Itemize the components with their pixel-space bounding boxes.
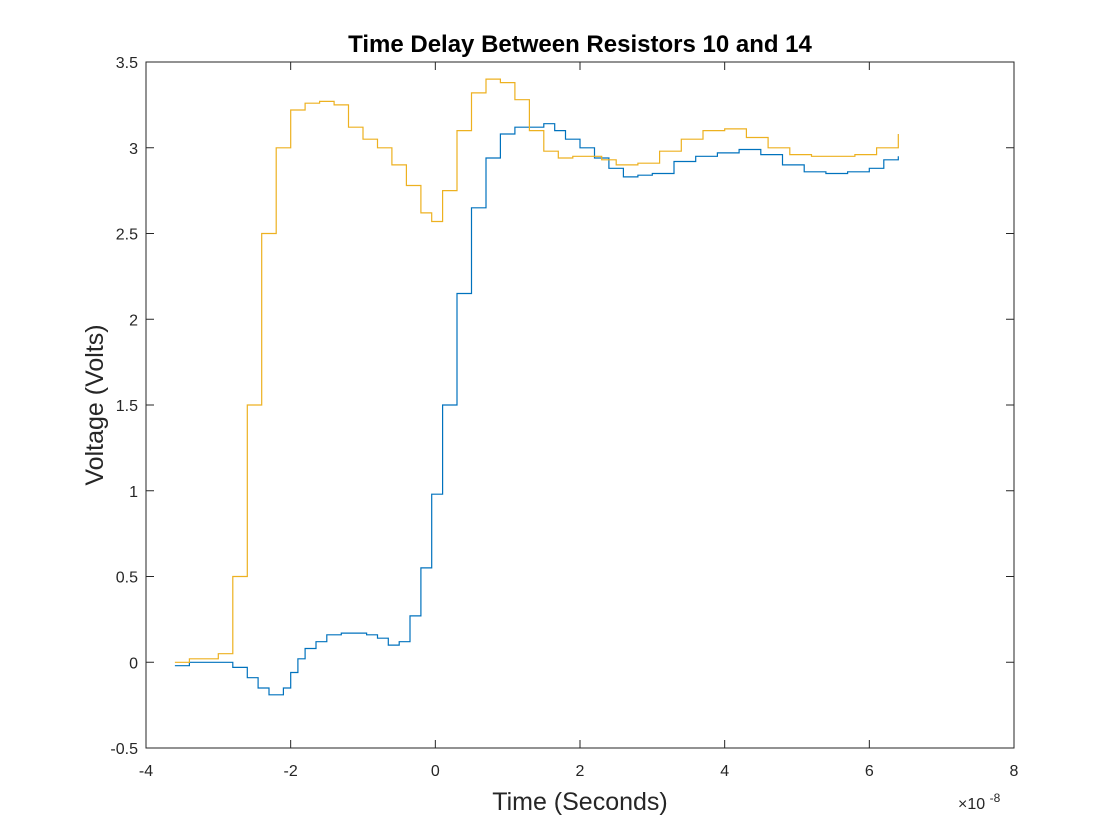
x-axis-multiplier-base: ×10 [958,796,985,813]
y-tick-label: 3 [129,141,138,158]
y-axis-label: Voltage (Volts) [81,324,109,485]
y-tick-label: 2.5 [116,227,138,244]
chart-title: Time Delay Between Resistors 10 and 14 [348,31,812,58]
x-tick-label: -2 [284,763,298,780]
y-tick-label: -0.5 [110,741,138,758]
plot-area: -4 -2 0 2 4 6 8 -0.5 0 0.5 1 1.5 2 2.5 3 3.5 [110,55,1018,780]
y-tick-label: 1 [129,484,138,501]
x-axis-label: Time (Seconds) [492,788,668,816]
y-tick-label: 3.5 [116,55,138,72]
x-axis-multiplier: ×10 -8 [958,791,1001,813]
x-tick-label: 2 [576,763,585,780]
x-tick-label: 0 [431,763,440,780]
series-line-1 [174,123,899,696]
y-tick-label: 1.5 [116,398,138,415]
y-tick-label: 2 [129,312,138,329]
y-tick-label: 0.5 [116,570,138,587]
x-tick-label: 4 [720,763,729,780]
series-line-2 [174,78,899,663]
y-tick-label: 0 [129,655,138,672]
x-tick-label: 6 [865,763,874,780]
x-tick-label: -4 [139,763,153,780]
x-tick-label: 8 [1010,763,1019,780]
x-axis-multiplier-exponent: -8 [990,791,1001,805]
